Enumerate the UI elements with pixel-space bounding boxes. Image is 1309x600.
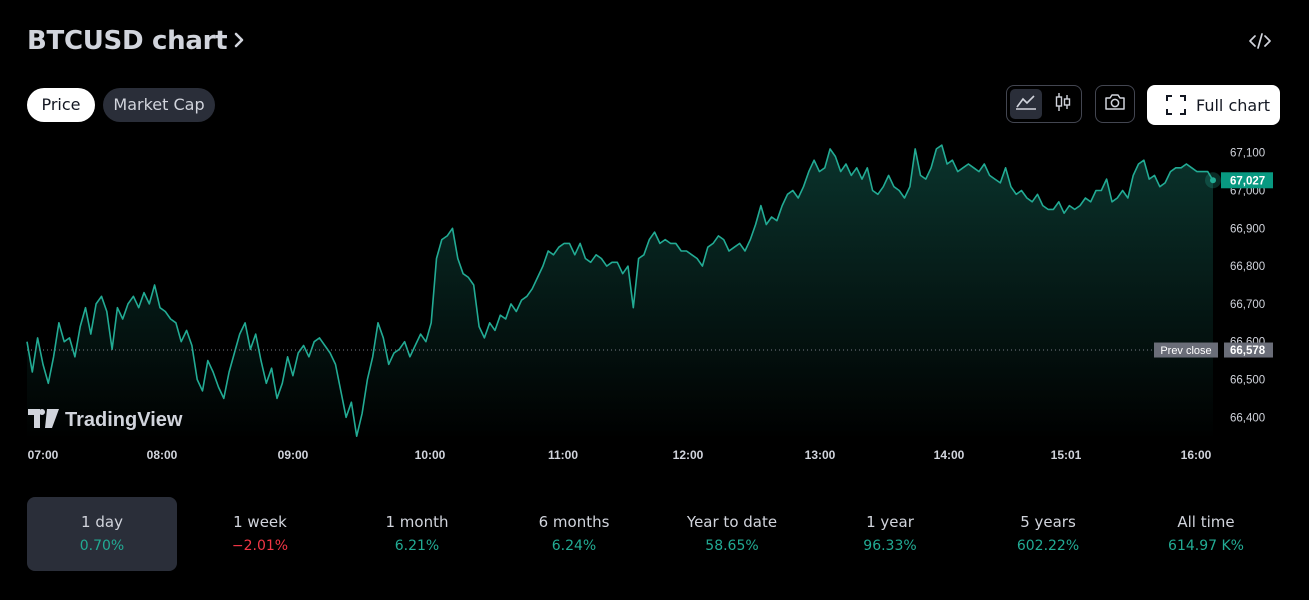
camera-icon <box>1104 93 1126 116</box>
tab-market-cap[interactable]: Market Cap <box>103 88 215 122</box>
y-tick-label: 66,800 <box>1230 261 1265 273</box>
full-chart-button[interactable]: Full chart <box>1147 85 1280 125</box>
snapshot-button[interactable] <box>1095 85 1135 123</box>
period-5-years[interactable]: 5 years 602.22% <box>973 497 1123 571</box>
period-label: All time <box>1177 513 1235 531</box>
prev-close-text: Prev close <box>1160 345 1211 357</box>
period-1-week[interactable]: 1 week −2.01% <box>185 497 335 571</box>
period-label: 1 day <box>81 513 123 531</box>
area-chart-icon <box>1015 94 1037 115</box>
period-change: −2.01% <box>231 538 289 554</box>
period-label: 6 months <box>538 513 610 531</box>
period-change: 58.65% <box>705 538 759 554</box>
price-series-line <box>26 144 1214 437</box>
period-all-time[interactable]: All time 614.97 K% <box>1131 497 1281 571</box>
period-1-day[interactable]: 1 day 0.70% <box>27 497 177 571</box>
x-tick-label: 16:00 <box>1181 448 1212 462</box>
period-label: 1 year <box>866 513 914 531</box>
code-icon[interactable] <box>1248 30 1272 52</box>
candlestick-icon <box>1054 92 1072 117</box>
page-title[interactable]: BTCUSD chart <box>27 26 245 56</box>
chart-title[interactable]: BTCUSD chart <box>27 26 228 56</box>
area-chart-button[interactable] <box>1010 89 1042 119</box>
period-change: 96.33% <box>863 538 917 554</box>
last-price-marker: 67,027 <box>1205 172 1273 189</box>
period-change: 602.22% <box>1016 538 1080 554</box>
prev-close-marker: Prev close 66,578 <box>1154 342 1273 358</box>
period-selector: 1 day 0.70% 1 week −2.01% 1 month 6.21% 6 mont… <box>27 497 1283 571</box>
tradingview-logo-icon <box>28 409 59 428</box>
period-label: 1 week <box>233 513 287 531</box>
period-label: Year to date <box>686 513 778 531</box>
period-change: 614.97 K% <box>1168 538 1244 554</box>
full-chart-label: Full chart <box>1196 95 1271 115</box>
prev-close-value: 66,578 <box>1230 345 1266 357</box>
period-6-months[interactable]: 6 months 6.24% <box>499 497 649 571</box>
period-change: 0.70% <box>79 538 125 554</box>
chevron-right-icon <box>233 26 245 56</box>
y-tick-label: 67,000 <box>1230 186 1265 198</box>
x-tick-label: 13:00 <box>805 448 836 462</box>
y-tick-label: 66,700 <box>1230 299 1265 311</box>
y-tick-label: 67,100 <box>1230 148 1265 160</box>
period-change: 6.21% <box>394 538 440 554</box>
period-year-to-date[interactable]: Year to date 58.65% <box>657 497 807 571</box>
y-tick-label: 66,900 <box>1230 223 1265 235</box>
x-tick-label: 10:00 <box>415 448 446 462</box>
tab-price[interactable]: Price <box>27 88 95 122</box>
x-tick-label: 12:00 <box>673 448 704 462</box>
period-label: 5 years <box>1020 513 1076 531</box>
y-tick-label: 66,500 <box>1230 375 1265 387</box>
last-price-value: 67,027 <box>1230 175 1265 187</box>
period-change: 6.24% <box>551 538 597 554</box>
period-1-month[interactable]: 1 month 6.21% <box>342 497 492 571</box>
x-tick-label: 07:00 <box>28 448 59 462</box>
x-tick-label: 14:00 <box>934 448 965 462</box>
x-tick-label: 09:00 <box>278 448 309 462</box>
x-tick-label: 15:01 <box>1051 448 1082 462</box>
price-area-fill <box>27 145 1213 440</box>
x-tick-label: 08:00 <box>147 448 178 462</box>
y-tick-label: 66,400 <box>1230 412 1265 424</box>
tradingview-wordmark: TradingView <box>65 409 183 431</box>
fullscreen-icon <box>1166 95 1186 115</box>
chart-style-toggle <box>1006 85 1082 123</box>
candlestick-button[interactable] <box>1047 89 1079 119</box>
tradingview-logo[interactable]: TradingView <box>28 409 183 431</box>
price-chart[interactable]: 66,40066,50066,60066,70066,80066,90067,0… <box>0 130 1309 475</box>
period-1-year[interactable]: 1 year 96.33% <box>815 497 965 571</box>
period-label: 1 month <box>385 513 449 531</box>
x-tick-label: 11:00 <box>548 448 578 462</box>
